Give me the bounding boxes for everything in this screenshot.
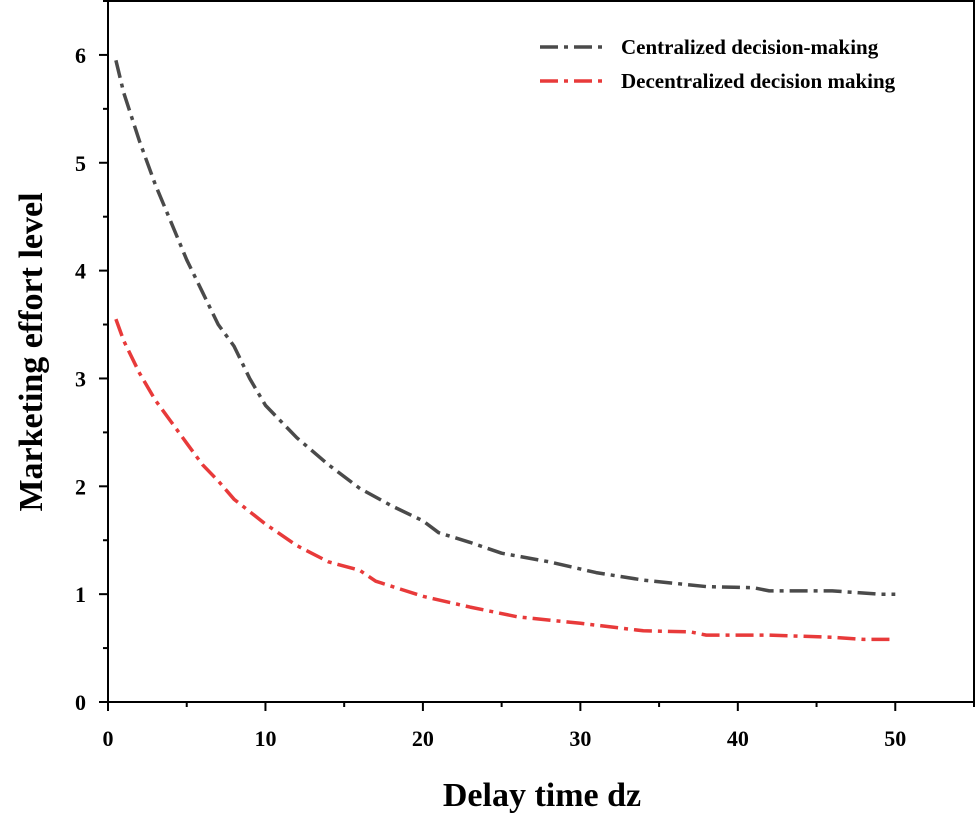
series-line-1 (114, 59, 896, 596)
plot-area (107, 0, 975, 703)
series-line-2 (114, 318, 896, 642)
y-axis-title: Marketing effort level (13, 192, 50, 511)
y-tick-label: 6 (75, 43, 86, 68)
legend-label: Decentralized decision making (621, 69, 896, 93)
x-tick-label: 0 (103, 726, 114, 751)
x-tick-label: 40 (727, 726, 749, 751)
legend-label: Centralized decision-making (621, 35, 879, 59)
y-tick-label: 1 (75, 582, 86, 607)
y-tick-label: 2 (75, 474, 86, 499)
y-tick-label: 3 (75, 366, 86, 391)
x-tick-label: 50 (884, 726, 906, 751)
x-tick-label: 20 (412, 726, 434, 751)
x-tick-label: 30 (569, 726, 591, 751)
series-layer (114, 59, 896, 642)
y-axis: 0 1 2 3 4 5 6 (75, 0, 108, 715)
x-axis: 0 10 20 30 40 50 (103, 702, 975, 751)
plot-frame (107, 0, 975, 703)
x-axis-title: Delay time dz (443, 777, 641, 814)
x-tick-label: 10 (254, 726, 276, 751)
y-tick-label: 4 (75, 259, 86, 284)
y-tick-label: 5 (75, 151, 86, 176)
y-tick-label: 0 (75, 690, 86, 715)
legend: Centralized decision-making Decentralized… (540, 35, 896, 93)
